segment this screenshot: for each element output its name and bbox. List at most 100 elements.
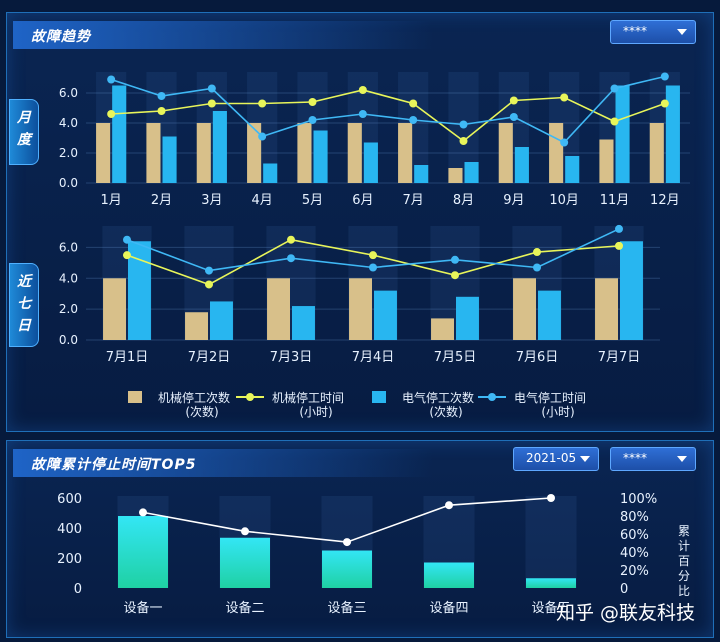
week-xtick-label: 7月6日 [516, 350, 559, 365]
tab-week-char-1: 近 [17, 274, 31, 290]
week-bar-elec-count [128, 241, 151, 340]
monthly-bar-mech-count [196, 123, 211, 183]
top5-bar [220, 537, 270, 588]
top5-y2tick-label: 0 [620, 582, 628, 597]
monthly-line-mech-time [111, 89, 666, 143]
monthly-point-elec-time [660, 72, 669, 81]
monthly-point-elec-time [610, 84, 619, 93]
week-bar-mech-count [513, 278, 536, 340]
monthly-point-mech-time [258, 99, 267, 108]
top5-xtick-label: 设备四 [429, 600, 468, 616]
week-xtick-label: 7月3日 [270, 350, 313, 365]
top5-y2-axis-label: 计 [678, 539, 690, 553]
monthly-ytick-label: 0.0 [59, 176, 78, 190]
top5-date-value: 2021-05 [526, 451, 577, 465]
week-point-mech-time [287, 235, 295, 244]
week-bar-mech-count [267, 278, 290, 340]
watermark: 知乎 @联友科技 [556, 602, 696, 624]
week-chart: 0.0 2.0 4.0 6.0 7月1日 7月2日 7月3日 7月4日 7月5日 7月6日 7月7日 [59, 224, 660, 365]
chevron-down-icon [677, 29, 687, 35]
top5-bar [526, 578, 576, 588]
monthly-bar-elec-count [363, 142, 378, 183]
monthly-bar-mech-count [297, 123, 312, 183]
week-ytick-label: 2.0 [59, 302, 78, 316]
top5-y2-axis-label: 比 [678, 584, 690, 598]
monthly-xtick-label: 7月 [403, 193, 424, 208]
monthly-xtick-label: 9月 [503, 193, 524, 208]
top5-band [525, 496, 577, 588]
monthly-ytick-label: 2.0 [59, 146, 78, 160]
tab-week-char-2: 七 [17, 296, 31, 312]
fault-trend-select[interactable]: **** [610, 20, 696, 44]
week-bar-mech-count [185, 312, 208, 340]
legend-swatch-bar [372, 391, 386, 403]
week-bar-mech-count [103, 278, 126, 340]
top5-title-bar: 故障累计停止时间TOP5 [13, 449, 433, 477]
top5-xtick-label: 设备二 [225, 600, 264, 616]
monthly-bar-elec-count [263, 163, 278, 183]
week-point-elec-time [123, 235, 131, 244]
monthly-bar-mech-count [398, 123, 413, 183]
legend-unit: (次数) [429, 404, 462, 419]
monthly-bar-elec-count [112, 85, 127, 183]
monthly-point-elec-time [157, 92, 166, 100]
monthly-bar-elec-count [313, 130, 328, 183]
week-bar-mech-count [349, 278, 372, 340]
week-bar-elec-count [210, 301, 233, 340]
week-xtick-label: 7月5日 [434, 350, 477, 365]
week-ytick-label: 4.0 [59, 271, 78, 285]
monthly-point-mech-time [107, 110, 116, 118]
top5-select[interactable]: **** [610, 447, 696, 471]
monthly-xtick-label: 11月 [600, 193, 630, 208]
monthly-bar-mech-count [498, 123, 513, 183]
week-point-elec-time [615, 224, 623, 233]
monthly-point-mech-time [207, 99, 216, 108]
tab-monthly-char-1: 月 [17, 110, 31, 126]
monthly-point-mech-time [660, 99, 669, 108]
legend-label: 机械停工时间 [272, 390, 344, 405]
week-point-elec-time [287, 254, 295, 263]
top5-ytick-label: 200 [57, 552, 82, 567]
monthly-bar-mech-count [549, 123, 564, 183]
fault-trend-title-bar: 故障趋势 [13, 21, 433, 49]
week-point-elec-time [533, 263, 541, 272]
top5-y2-axis-label: 累 [678, 524, 690, 538]
monthly-xtick-label: 1月 [101, 193, 122, 208]
legend-label: 机械停工次数 [158, 390, 230, 405]
week-ytick-label: 0.0 [59, 333, 78, 347]
monthly-bar-elec-count [212, 111, 227, 183]
monthly-bar-elec-count [565, 156, 580, 183]
week-xtick-label: 7月2日 [188, 350, 231, 365]
top5-xtick-label: 设备五 [531, 600, 570, 616]
monthly-ytick-label: 6.0 [59, 86, 78, 100]
week-xtick-label: 7月7日 [598, 350, 641, 365]
week-point-elec-time [205, 266, 213, 275]
legend-label: 电气停工次数 [402, 390, 474, 405]
week-point-elec-time [369, 263, 377, 272]
monthly-chart: 0.0 2.0 4.0 6.0 1月 2月 3月 4月 5月 6月 7月 8月 9月 10月 11月 12月 [59, 72, 690, 208]
top5-cumulative-point [445, 501, 453, 510]
top5-bar [424, 562, 474, 588]
week-bar-elec-count [620, 241, 643, 340]
week-bar-elec-count [538, 290, 561, 340]
top5-xtick-label: 设备一 [123, 600, 162, 616]
monthly-point-elec-time [258, 132, 267, 141]
monthly-point-elec-time [207, 84, 216, 93]
top5-date-select[interactable]: 2021-05 [513, 447, 599, 471]
monthly-bar-elec-count [414, 165, 429, 183]
top5-cumulative-point [139, 508, 147, 517]
tab-last-seven-days[interactable]: 近 七 日 [9, 263, 39, 347]
monthly-bar-mech-count [247, 123, 262, 183]
top5-title: 故障累计停止时间TOP5 [31, 457, 197, 473]
monthly-point-elec-time [409, 116, 418, 124]
monthly-point-mech-time [409, 99, 418, 108]
tab-monthly[interactable]: 月 度 [9, 99, 39, 165]
week-bar-elec-count [374, 290, 397, 340]
top5-ytick-label: 600 [57, 492, 82, 507]
week-xtick-label: 7月1日 [106, 350, 149, 365]
monthly-bar-elec-count [615, 85, 630, 183]
monthly-point-mech-time [610, 117, 619, 126]
legend-unit: (小时) [299, 405, 332, 419]
